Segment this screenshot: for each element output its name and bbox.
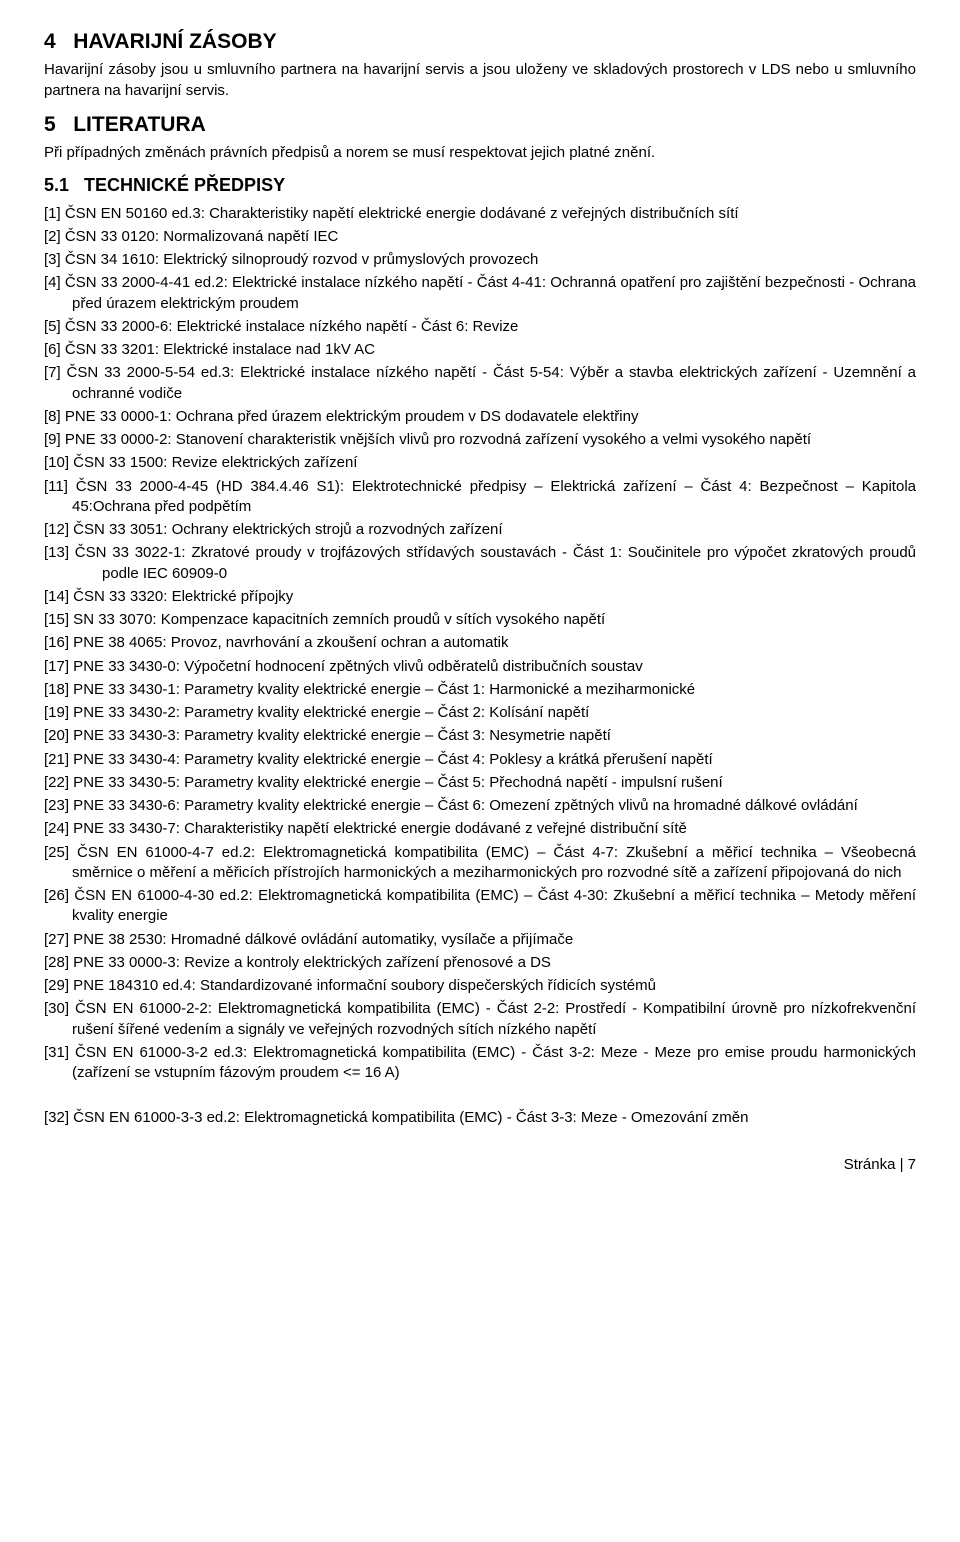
reference-item: [10] ČSN 33 1500: Revize elektrických za…: [44, 453, 916, 473]
section-4-body: Havarijní zásoby jsou u smluvního partne…: [44, 60, 916, 101]
reference-item: [26] ČSN EN 61000-4-30 ed.2: Elektromagn…: [44, 886, 916, 927]
reference-item: [27] PNE 38 2530: Hromadné dálkové ovlád…: [44, 930, 916, 950]
reference-item: [7] ČSN 33 2000-5-54 ed.3: Elektrické in…: [44, 363, 916, 404]
section-5-heading: 5 LITERATURA: [44, 111, 916, 139]
reference-item: [15] SN 33 3070: Kompenzace kapacitních …: [44, 610, 916, 630]
section-4-number: 4: [44, 30, 56, 53]
references-list: [1] ČSN EN 50160 ed.3: Charakteristiky n…: [44, 204, 916, 1129]
section-5-number: 5: [44, 113, 56, 136]
reference-item: [29] PNE 184310 ed.4: Standardizované in…: [44, 976, 916, 996]
reference-item: [2] ČSN 33 0120: Normalizovaná napětí IE…: [44, 227, 916, 247]
reference-item: [12] ČSN 33 3051: Ochrany elektrických s…: [44, 520, 916, 540]
reference-item: [21] PNE 33 3430-4: Parametry kvality el…: [44, 750, 916, 770]
section-4-heading: 4 HAVARIJNÍ ZÁSOBY: [44, 28, 916, 56]
section-5-1-heading: 5.1 TECHNICKÉ PŘEDPISY: [44, 173, 916, 197]
reference-item: [11] ČSN 33 2000-4-45 (HD 384.4.46 S1): …: [44, 477, 916, 518]
reference-item: [6] ČSN 33 3201: Elektrické instalace na…: [44, 340, 916, 360]
reference-item: [31] ČSN EN 61000-3-2 ed.3: Elektromagne…: [44, 1043, 916, 1084]
section-5-body: Při případných změnách právních předpisů…: [44, 143, 916, 163]
reference-item: [32] ČSN EN 61000-3-3 ed.2: Elektromagne…: [44, 1108, 916, 1128]
reference-item: [16] PNE 38 4065: Provoz, navrhování a z…: [44, 633, 916, 653]
reference-item: [28] PNE 33 0000-3: Revize a kontroly el…: [44, 953, 916, 973]
reference-item: [20] PNE 33 3430-3: Parametry kvality el…: [44, 726, 916, 746]
reference-item: [4] ČSN 33 2000-4-41 ed.2: Elektrické in…: [44, 273, 916, 314]
reference-item: [24] PNE 33 3430-7: Charakteristiky napě…: [44, 819, 916, 839]
page-footer: Stránka | 7: [44, 1155, 916, 1175]
reference-item: [25] ČSN EN 61000-4-7 ed.2: Elektromagne…: [44, 843, 916, 884]
reference-item: [8] PNE 33 0000-1: Ochrana před úrazem e…: [44, 407, 916, 427]
reference-item: [22] PNE 33 3430-5: Parametry kvality el…: [44, 773, 916, 793]
reference-item: [18] PNE 33 3430-1: Parametry kvality el…: [44, 680, 916, 700]
reference-item: [3] ČSN 34 1610: Elektrický silnoproudý …: [44, 250, 916, 270]
reference-item: [5] ČSN 33 2000-6: Elektrické instalace …: [44, 317, 916, 337]
reference-item: [13] ČSN 33 3022-1: Zkratové proudy v tr…: [44, 543, 916, 584]
section-5-title: LITERATURA: [73, 113, 206, 136]
reference-item: [30] ČSN EN 61000-2-2: Elektromagnetická…: [44, 999, 916, 1040]
section-4-title: HAVARIJNÍ ZÁSOBY: [73, 30, 276, 53]
reference-item: [17] PNE 33 3430-0: Výpočetní hodnocení …: [44, 657, 916, 677]
reference-item: [9] PNE 33 0000-2: Stanovení charakteris…: [44, 430, 916, 450]
reference-item: [23] PNE 33 3430-6: Parametry kvality el…: [44, 796, 916, 816]
reference-item: [19] PNE 33 3430-2: Parametry kvality el…: [44, 703, 916, 723]
section-5-1-number: 5.1: [44, 175, 69, 195]
reference-item: [14] ČSN 33 3320: Elektrické přípojky: [44, 587, 916, 607]
reference-item: [1] ČSN EN 50160 ed.3: Charakteristiky n…: [44, 204, 916, 224]
section-5-1-title: TECHNICKÉ PŘEDPISY: [84, 175, 285, 195]
